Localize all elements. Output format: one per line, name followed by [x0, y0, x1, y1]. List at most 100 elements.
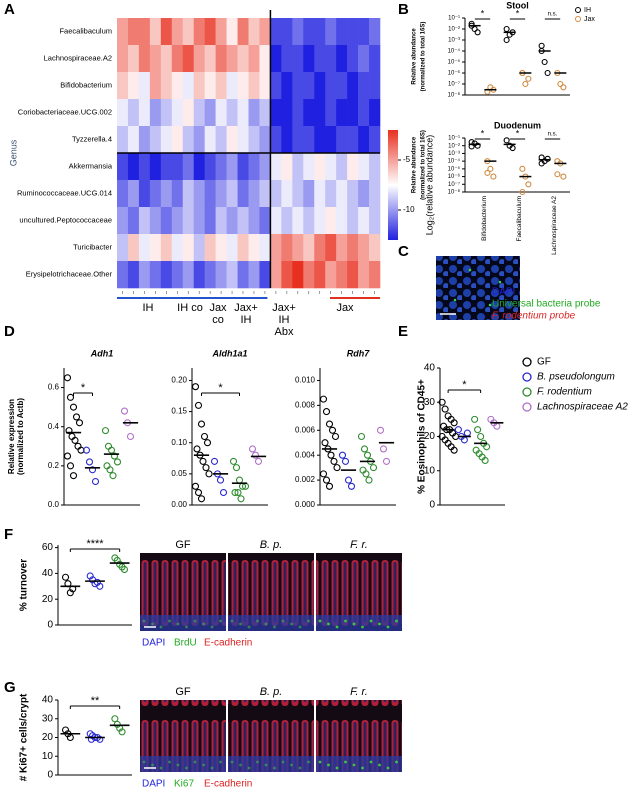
heat-cell — [204, 234, 216, 262]
micrograph-speck — [352, 763, 356, 767]
panel-letter: F — [4, 526, 13, 543]
data-point — [344, 476, 353, 484]
data-point — [65, 427, 73, 435]
data-point — [322, 476, 331, 484]
heat-cell — [292, 99, 304, 127]
heat-cell — [237, 261, 249, 289]
data-point — [450, 446, 458, 454]
y-axis-label: Relative abundance — [412, 28, 418, 85]
y-tick-label: 40 — [42, 568, 54, 579]
heat-cell — [182, 72, 195, 100]
micrograph-speck — [361, 625, 364, 629]
heat-cell — [182, 18, 195, 46]
heat-cell — [281, 207, 293, 235]
micrograph-speck — [369, 760, 373, 764]
heat-cell — [182, 153, 195, 181]
heat-cell — [303, 153, 315, 181]
probe-label: F. rodentium probe — [492, 311, 576, 322]
heat-cell — [226, 261, 238, 289]
micrograph-speck — [202, 622, 205, 626]
heat-cell — [314, 180, 326, 208]
legend-marker — [522, 387, 532, 397]
y-axis-label: # Ki67+ cells/crypt — [19, 693, 30, 781]
plot-title: Stool — [506, 0, 529, 10]
micrograph-speck — [185, 625, 188, 629]
plot-title: Rdh7 — [347, 348, 370, 358]
data-point — [199, 457, 207, 465]
heat-cell — [303, 18, 315, 46]
data-point — [197, 495, 206, 503]
data-point — [490, 173, 497, 180]
legend-label: GF — [537, 357, 551, 368]
significance-label: n.s. — [548, 12, 558, 18]
data-point — [557, 80, 564, 88]
micrograph-speck — [142, 760, 146, 764]
heat-cell — [127, 261, 140, 289]
row-label: Faecalibaculum — [59, 26, 112, 35]
heat-cell — [281, 234, 293, 262]
heat-cell — [215, 234, 227, 262]
data-point — [544, 69, 551, 77]
heat-cell — [270, 45, 282, 73]
micrograph-speck — [318, 619, 322, 623]
heat-cell — [171, 126, 184, 154]
significance-label: n.s. — [548, 132, 558, 138]
y-tick-label: 0.10 — [171, 438, 187, 447]
micrograph-speck — [239, 763, 242, 767]
micrograph-speck — [327, 622, 330, 626]
heat-cell — [149, 99, 162, 127]
heat-cell — [347, 207, 359, 235]
y-tick-label: 20 — [42, 732, 54, 743]
heat-cell — [369, 45, 381, 73]
image-title: B. p. — [260, 686, 283, 698]
heat-cell — [226, 126, 238, 154]
group-label: IH co — [177, 302, 203, 314]
row-label: uncultured.Peptococcaceae — [19, 215, 112, 224]
data-point — [477, 432, 485, 441]
heat-cell — [358, 72, 370, 100]
heat-cell — [303, 45, 315, 73]
heat-cell — [127, 45, 140, 73]
heat-cell — [336, 18, 348, 46]
heat-cell — [226, 180, 238, 208]
y-tick-label: 0 — [47, 620, 53, 631]
micrograph-speck — [378, 763, 381, 767]
y-tick-label: 10⁻⁶ — [448, 173, 461, 180]
data-point — [219, 488, 228, 497]
heat-cell — [358, 234, 370, 262]
legend-label: Jax — [584, 16, 595, 23]
heat-cell — [336, 234, 348, 262]
heat-cell — [215, 261, 227, 289]
heat-cell — [303, 99, 315, 127]
panel-letter: G — [4, 679, 16, 696]
heat-cell — [281, 18, 293, 46]
heat-cell — [226, 207, 238, 235]
row-label: Erysipelotrichaceae.Other — [26, 269, 113, 278]
micrograph-speck — [159, 766, 163, 770]
data-point — [232, 464, 241, 472]
data-point — [560, 84, 567, 91]
heat-cell — [303, 72, 315, 100]
group-label: Jax co — [209, 302, 227, 326]
data-point — [91, 477, 100, 486]
data-point — [544, 155, 551, 162]
significance-label: * — [81, 382, 86, 394]
heat-cell — [336, 261, 348, 289]
data-point — [248, 445, 257, 453]
heat-cell — [149, 126, 162, 154]
y-tick-label: 10⁻⁸ — [448, 189, 461, 196]
heat-cell — [237, 45, 249, 73]
micrograph-speck — [273, 625, 276, 629]
colorbar-label: Log₂(relative abundance) — [424, 135, 434, 236]
micrograph-speck — [264, 763, 268, 767]
heat-cell — [193, 261, 205, 289]
micrograph-speck — [256, 760, 259, 764]
heat-cell — [171, 153, 184, 181]
heat-cell — [171, 207, 184, 235]
heat-cell — [138, 234, 151, 262]
colorbar-tick-label: -10 — [403, 205, 415, 214]
heat-cell — [259, 72, 271, 100]
heat-cell — [215, 207, 227, 235]
row-label: Tyzzerella.4 — [72, 134, 112, 143]
image-title: B. p. — [260, 539, 283, 551]
